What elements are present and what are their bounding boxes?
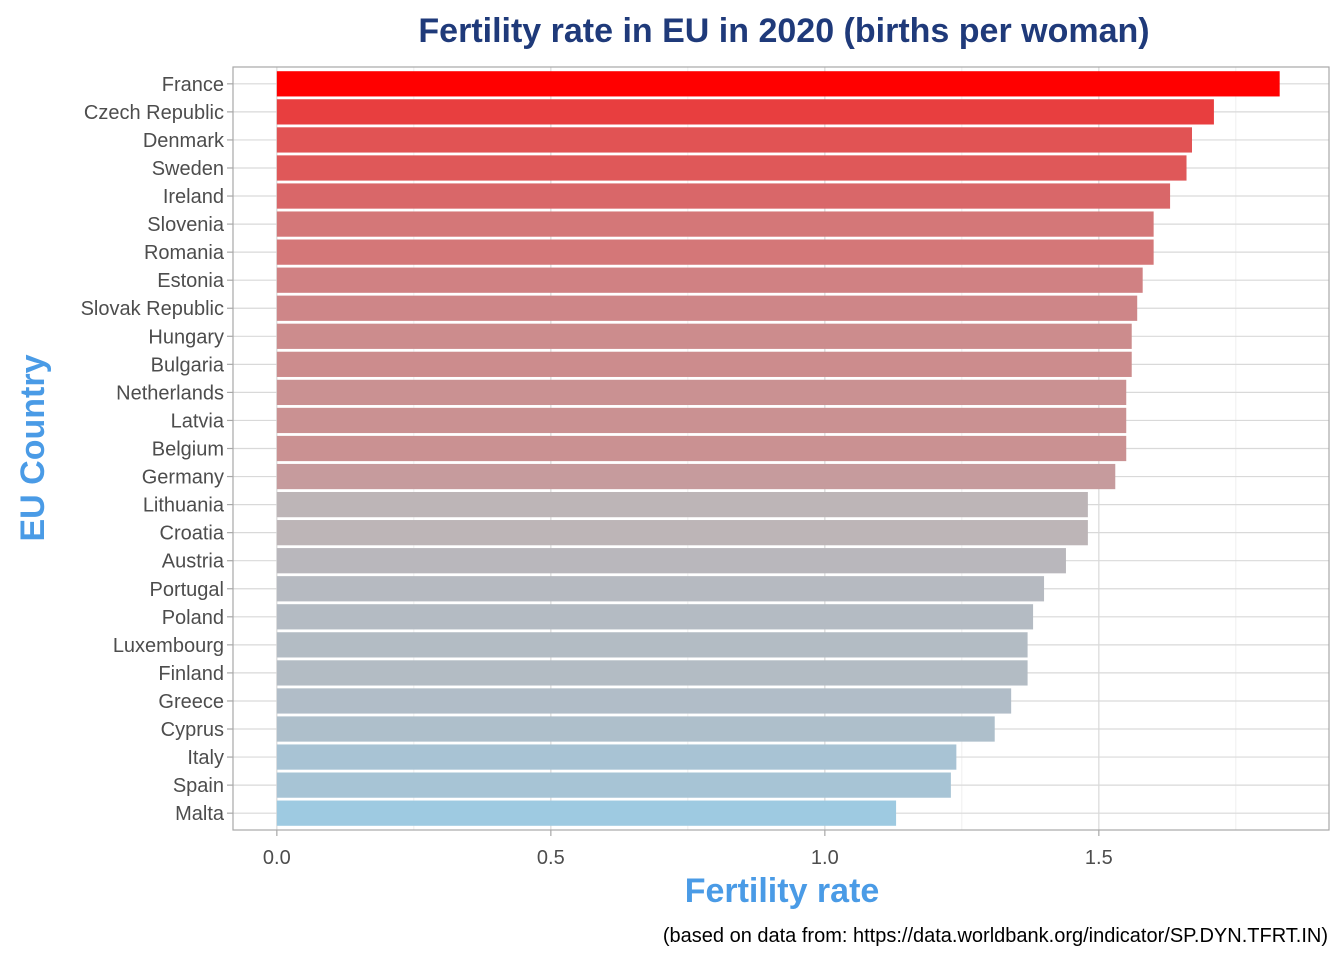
- bar-greece: [276, 688, 1012, 714]
- x-tick-label: 1.0: [811, 847, 839, 869]
- bar-estonia: [276, 267, 1143, 293]
- bar-cyprus: [276, 716, 995, 742]
- y-tick-label: Slovak Republic: [81, 298, 224, 320]
- y-tick-label: Belgium: [152, 439, 224, 461]
- bar-poland: [276, 604, 1034, 630]
- bar-austria: [276, 548, 1066, 574]
- bar-ireland: [276, 183, 1171, 209]
- y-tick-label: Poland: [162, 607, 224, 629]
- x-tick-label: 1.5: [1085, 847, 1113, 869]
- y-tick-label: Denmark: [143, 130, 225, 152]
- bar-denmark: [276, 127, 1193, 153]
- bar-portugal: [276, 576, 1045, 602]
- y-tick-label: Croatia: [160, 523, 225, 545]
- bar-finland: [276, 660, 1028, 686]
- chart-title: Fertility rate in EU in 2020 (births per…: [418, 12, 1149, 50]
- bar-luxembourg: [276, 632, 1028, 658]
- bar-bulgaria: [276, 351, 1132, 377]
- y-tick-label: Portugal: [150, 579, 225, 601]
- bar-spain: [276, 772, 951, 798]
- bar-netherlands: [276, 379, 1127, 406]
- y-tick-label: Bulgaria: [151, 354, 225, 376]
- x-axis-title: Fertility rate: [685, 872, 880, 910]
- y-tick-label: Malta: [175, 803, 225, 825]
- bar-czech-republic: [276, 99, 1214, 125]
- y-tick-label: Lithuania: [143, 495, 225, 517]
- y-tick-label: Romania: [144, 242, 225, 264]
- bar-slovenia: [276, 211, 1154, 237]
- y-tick-label: Cyprus: [161, 719, 224, 741]
- y-tick-label: Ireland: [163, 186, 224, 208]
- y-tick-label: Latvia: [171, 410, 225, 432]
- x-tick-label: 0.5: [537, 847, 565, 869]
- y-axis-ticks: France Czech Republic Denmark Sweden Ireland…: [81, 74, 233, 825]
- y-tick-label: Italy: [187, 747, 224, 769]
- y-tick-label: Estonia: [157, 270, 225, 292]
- y-axis-title: EU Country: [14, 354, 52, 541]
- x-tick-label: 0.0: [263, 847, 291, 869]
- y-tick-label: France: [162, 74, 224, 96]
- y-tick-label: Hungary: [148, 326, 224, 348]
- y-tick-label: Austria: [162, 551, 225, 573]
- bar-lithuania: [276, 491, 1088, 518]
- bar-slovak-republic: [276, 295, 1138, 321]
- x-axis-ticks: 0.0 0.5 1.0 1.5: [263, 830, 1113, 869]
- y-tick-label: Finland: [158, 663, 224, 685]
- y-tick-label: Netherlands: [116, 382, 224, 404]
- bar-romania: [276, 239, 1154, 265]
- bar-germany: [276, 463, 1116, 490]
- bar-italy: [276, 744, 957, 770]
- bar-france: [276, 71, 1280, 97]
- y-tick-label: Sweden: [152, 158, 224, 180]
- bar-latvia: [276, 407, 1127, 434]
- chart-caption: (based on data from: https://data.worldb…: [663, 925, 1328, 947]
- y-tick-label: Luxembourg: [113, 635, 224, 657]
- y-tick-label: Slovenia: [147, 214, 225, 236]
- bar-hungary: [276, 323, 1132, 349]
- bar-sweden: [276, 155, 1187, 181]
- bar-belgium: [276, 435, 1127, 462]
- y-tick-label: Spain: [173, 775, 224, 797]
- y-tick-label: Greece: [158, 691, 224, 713]
- bars: [276, 71, 1280, 826]
- bar-malta: [276, 800, 897, 826]
- y-tick-label: Czech Republic: [84, 102, 224, 124]
- y-tick-label: Germany: [142, 467, 224, 489]
- bar-croatia: [276, 520, 1088, 546]
